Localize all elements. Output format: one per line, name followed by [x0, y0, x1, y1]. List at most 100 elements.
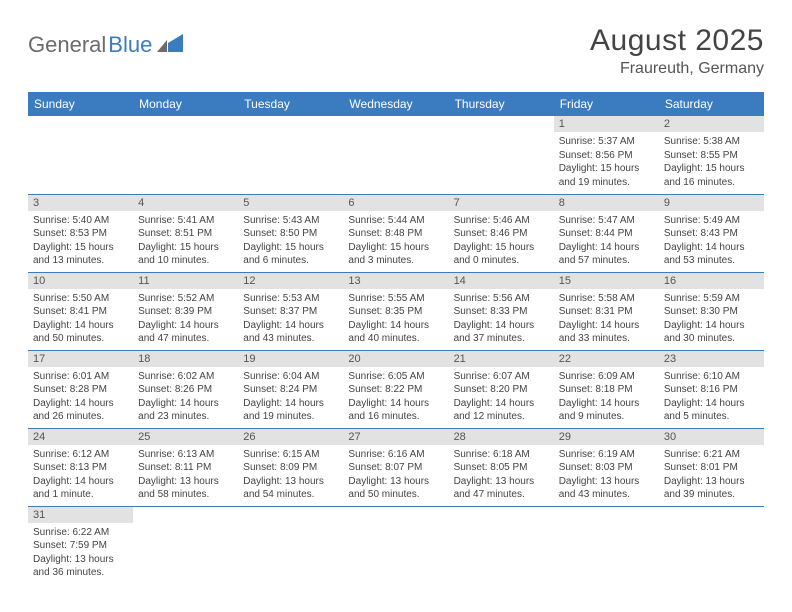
day-number: 9: [659, 195, 764, 211]
calendar-cell: [343, 506, 448, 584]
page-subtitle: Fraureuth, Germany: [590, 60, 764, 78]
day-details: Sunrise: 6:21 AMSunset: 8:01 PMDaylight:…: [659, 445, 764, 506]
day-number: 2: [659, 116, 764, 132]
sunrise-text: Sunrise: 6:15 AM: [243, 448, 338, 462]
calendar-cell: 26Sunrise: 6:15 AMSunset: 8:09 PMDayligh…: [238, 428, 343, 506]
daylight-text: Daylight: 15 hours and 16 minutes.: [664, 162, 759, 189]
day-number: 19: [238, 351, 343, 367]
day-details: Sunrise: 6:04 AMSunset: 8:24 PMDaylight:…: [238, 367, 343, 428]
daylight-text: Daylight: 15 hours and 6 minutes.: [243, 241, 338, 268]
day-details: Sunrise: 6:10 AMSunset: 8:16 PMDaylight:…: [659, 367, 764, 428]
sunrise-text: Sunrise: 6:01 AM: [33, 370, 128, 384]
sunset-text: Sunset: 8:53 PM: [33, 227, 128, 241]
day-number: 16: [659, 273, 764, 289]
daylight-text: Daylight: 14 hours and 43 minutes.: [243, 319, 338, 346]
day-number: 24: [28, 429, 133, 445]
weekday-header: Sunday: [28, 92, 133, 116]
sunrise-text: Sunrise: 6:16 AM: [348, 448, 443, 462]
day-details: Sunrise: 6:18 AMSunset: 8:05 PMDaylight:…: [449, 445, 554, 506]
day-number: 15: [554, 273, 659, 289]
day-number: 14: [449, 273, 554, 289]
day-number: 11: [133, 273, 238, 289]
calendar-week-row: 3Sunrise: 5:40 AMSunset: 8:53 PMDaylight…: [28, 194, 764, 272]
daylight-text: Daylight: 14 hours and 16 minutes.: [348, 397, 443, 424]
calendar-cell: 4Sunrise: 5:41 AMSunset: 8:51 PMDaylight…: [133, 194, 238, 272]
day-number: 30: [659, 429, 764, 445]
sunrise-text: Sunrise: 6:19 AM: [559, 448, 654, 462]
sunrise-text: Sunrise: 6:02 AM: [138, 370, 233, 384]
calendar-cell: [28, 116, 133, 194]
daylight-text: Daylight: 14 hours and 57 minutes.: [559, 241, 654, 268]
sunset-text: Sunset: 8:39 PM: [138, 305, 233, 319]
calendar-week-row: 1Sunrise: 5:37 AMSunset: 8:56 PMDaylight…: [28, 116, 764, 194]
sunrise-text: Sunrise: 5:41 AM: [138, 214, 233, 228]
calendar-cell: 5Sunrise: 5:43 AMSunset: 8:50 PMDaylight…: [238, 194, 343, 272]
calendar-cell: 28Sunrise: 6:18 AMSunset: 8:05 PMDayligh…: [449, 428, 554, 506]
daylight-text: Daylight: 14 hours and 19 minutes.: [243, 397, 338, 424]
daylight-text: Daylight: 14 hours and 33 minutes.: [559, 319, 654, 346]
day-details: Sunrise: 5:47 AMSunset: 8:44 PMDaylight:…: [554, 211, 659, 272]
calendar-cell: 13Sunrise: 5:55 AMSunset: 8:35 PMDayligh…: [343, 272, 448, 350]
daylight-text: Daylight: 14 hours and 12 minutes.: [454, 397, 549, 424]
calendar-cell: [449, 116, 554, 194]
day-details: Sunrise: 6:16 AMSunset: 8:07 PMDaylight:…: [343, 445, 448, 506]
calendar-cell: [554, 506, 659, 584]
calendar-cell: 3Sunrise: 5:40 AMSunset: 8:53 PMDaylight…: [28, 194, 133, 272]
sunrise-text: Sunrise: 5:46 AM: [454, 214, 549, 228]
calendar-cell: 7Sunrise: 5:46 AMSunset: 8:46 PMDaylight…: [449, 194, 554, 272]
sunset-text: Sunset: 8:41 PM: [33, 305, 128, 319]
sunset-text: Sunset: 8:28 PM: [33, 383, 128, 397]
day-details: Sunrise: 6:13 AMSunset: 8:11 PMDaylight:…: [133, 445, 238, 506]
calendar-cell: 30Sunrise: 6:21 AMSunset: 8:01 PMDayligh…: [659, 428, 764, 506]
sunset-text: Sunset: 8:24 PM: [243, 383, 338, 397]
day-number: 17: [28, 351, 133, 367]
day-details: Sunrise: 5:50 AMSunset: 8:41 PMDaylight:…: [28, 289, 133, 350]
daylight-text: Daylight: 14 hours and 40 minutes.: [348, 319, 443, 346]
calendar-cell: 20Sunrise: 6:05 AMSunset: 8:22 PMDayligh…: [343, 350, 448, 428]
weekday-header-row: Sunday Monday Tuesday Wednesday Thursday…: [28, 92, 764, 116]
calendar-cell: 12Sunrise: 5:53 AMSunset: 8:37 PMDayligh…: [238, 272, 343, 350]
daylight-text: Daylight: 15 hours and 0 minutes.: [454, 241, 549, 268]
calendar-cell: 9Sunrise: 5:49 AMSunset: 8:43 PMDaylight…: [659, 194, 764, 272]
calendar-cell: [238, 116, 343, 194]
day-details: Sunrise: 6:02 AMSunset: 8:26 PMDaylight:…: [133, 367, 238, 428]
sunset-text: Sunset: 8:35 PM: [348, 305, 443, 319]
day-number: 12: [238, 273, 343, 289]
daylight-text: Daylight: 14 hours and 23 minutes.: [138, 397, 233, 424]
day-details: Sunrise: 6:01 AMSunset: 8:28 PMDaylight:…: [28, 367, 133, 428]
sunset-text: Sunset: 8:16 PM: [664, 383, 759, 397]
calendar-cell: 31Sunrise: 6:22 AMSunset: 7:59 PMDayligh…: [28, 506, 133, 584]
day-details: Sunrise: 6:05 AMSunset: 8:22 PMDaylight:…: [343, 367, 448, 428]
weekday-header: Wednesday: [343, 92, 448, 116]
day-number: 28: [449, 429, 554, 445]
calendar-cell: 29Sunrise: 6:19 AMSunset: 8:03 PMDayligh…: [554, 428, 659, 506]
calendar-week-row: 10Sunrise: 5:50 AMSunset: 8:41 PMDayligh…: [28, 272, 764, 350]
sunrise-text: Sunrise: 5:59 AM: [664, 292, 759, 306]
sunrise-text: Sunrise: 5:43 AM: [243, 214, 338, 228]
day-number: 22: [554, 351, 659, 367]
header: GeneralBlue August 2025 Fraureuth, Germa…: [28, 24, 764, 78]
sunset-text: Sunset: 8:13 PM: [33, 461, 128, 475]
calendar-cell: 8Sunrise: 5:47 AMSunset: 8:44 PMDaylight…: [554, 194, 659, 272]
day-number: 29: [554, 429, 659, 445]
sunrise-text: Sunrise: 5:38 AM: [664, 135, 759, 149]
daylight-text: Daylight: 15 hours and 3 minutes.: [348, 241, 443, 268]
calendar-cell: [238, 506, 343, 584]
day-details: Sunrise: 5:59 AMSunset: 8:30 PMDaylight:…: [659, 289, 764, 350]
daylight-text: Daylight: 14 hours and 37 minutes.: [454, 319, 549, 346]
day-number: 21: [449, 351, 554, 367]
sunset-text: Sunset: 8:55 PM: [664, 149, 759, 163]
day-details: Sunrise: 5:58 AMSunset: 8:31 PMDaylight:…: [554, 289, 659, 350]
sunrise-text: Sunrise: 6:18 AM: [454, 448, 549, 462]
calendar-cell: 22Sunrise: 6:09 AMSunset: 8:18 PMDayligh…: [554, 350, 659, 428]
day-number: 3: [28, 195, 133, 211]
day-details: Sunrise: 6:07 AMSunset: 8:20 PMDaylight:…: [449, 367, 554, 428]
day-number: 26: [238, 429, 343, 445]
calendar-cell: 15Sunrise: 5:58 AMSunset: 8:31 PMDayligh…: [554, 272, 659, 350]
sunset-text: Sunset: 8:44 PM: [559, 227, 654, 241]
sunset-text: Sunset: 8:56 PM: [559, 149, 654, 163]
day-number: 4: [133, 195, 238, 211]
sunset-text: Sunset: 8:01 PM: [664, 461, 759, 475]
sunrise-text: Sunrise: 6:21 AM: [664, 448, 759, 462]
sunrise-text: Sunrise: 6:10 AM: [664, 370, 759, 384]
